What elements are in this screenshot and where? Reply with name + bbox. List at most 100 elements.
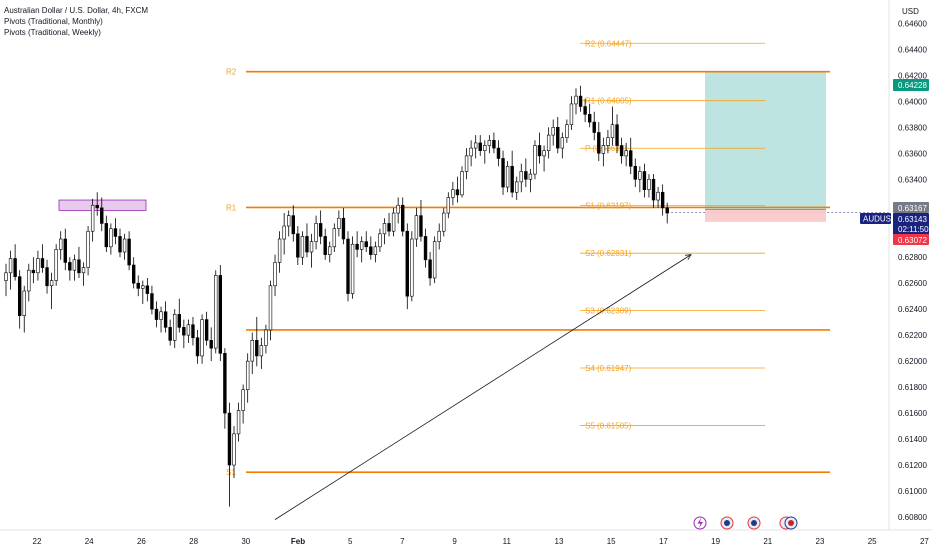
candle: [173, 309, 177, 349]
candle: [300, 231, 305, 265]
candle: [665, 202, 669, 224]
candle: [492, 132, 496, 154]
candle: [542, 145, 546, 172]
stop-loss-zone[interactable]: [705, 209, 826, 222]
entry-price-badge: 0.63167: [893, 202, 929, 213]
countdown-text: 02:11:50: [898, 225, 929, 234]
candle: [191, 316, 195, 346]
candle: [610, 106, 615, 146]
indicator-monthly-pivots[interactable]: Pivots (Traditional, Monthly): [4, 17, 103, 26]
candle: [131, 257, 136, 289]
candle-body: [373, 246, 378, 255]
candle: [31, 257, 36, 284]
candle-body: [442, 212, 446, 232]
candle-body: [314, 223, 318, 242]
candle-body: [154, 308, 159, 320]
candle-body: [204, 319, 209, 341]
candle-body: [177, 314, 181, 328]
candle: [369, 236, 373, 260]
take-profit-zone[interactable]: [705, 71, 826, 210]
us-flag-icon-2: [751, 520, 757, 526]
candle: [446, 192, 451, 219]
candle-body: [54, 249, 58, 281]
candle: [287, 210, 291, 237]
candle: [391, 207, 396, 237]
weekly-pivot-label: R1 (0.64005): [585, 97, 632, 106]
candle-body: [273, 262, 277, 287]
trend-arrow-line[interactable]: [274, 254, 692, 520]
candle: [200, 314, 204, 364]
monthly-pivot-lines: R2 R1 S1: [226, 68, 830, 477]
candle-body: [473, 142, 478, 149]
candle: [163, 301, 168, 333]
price-tick-label: 0.63800: [898, 123, 927, 132]
candle-body: [232, 433, 236, 466]
candle-body: [8, 258, 13, 274]
candle: [587, 103, 592, 128]
candle-body: [236, 410, 241, 435]
weekly-pivot-label: R3 (0.64813): [585, 0, 632, 1]
candle-body: [492, 139, 496, 149]
event-icons: [693, 516, 798, 530]
candle: [318, 210, 323, 245]
time-tick-label: 15: [607, 537, 616, 546]
candle: [195, 329, 200, 364]
candle: [592, 111, 596, 141]
candle-body: [296, 233, 300, 258]
chart-legend: Australian Dollar / U.S. Dollar, 4h, FXC…: [4, 5, 148, 38]
candle: [478, 135, 482, 156]
candle: [8, 250, 13, 290]
candle: [551, 119, 555, 146]
candle: [341, 207, 346, 245]
candle-body: [305, 236, 309, 253]
candle-body: [95, 204, 99, 209]
candle-body: [391, 212, 396, 232]
candle-body: [168, 327, 172, 341]
chart-title[interactable]: Australian Dollar / U.S. Dollar, 4h, FXC…: [4, 6, 149, 15]
candle: [273, 254, 277, 297]
candle: [63, 228, 67, 271]
indicator-weekly-pivots[interactable]: Pivots (Traditional, Weekly): [4, 28, 101, 37]
candle: [77, 246, 81, 278]
candle: [606, 129, 610, 154]
candle-body: [36, 258, 40, 274]
candle-body: [72, 259, 77, 271]
candle-body: [86, 230, 90, 268]
candle: [95, 192, 99, 216]
candle: [90, 198, 95, 242]
candle-body: [487, 139, 492, 146]
currency-label[interactable]: USD: [902, 7, 919, 16]
candle: [414, 207, 419, 247]
candle: [533, 140, 537, 180]
trend-arrow-head: [684, 254, 692, 260]
candle: [223, 348, 227, 429]
candle: [118, 228, 122, 258]
candle-body: [496, 147, 501, 159]
candle: [378, 228, 382, 253]
candle-body: [104, 223, 109, 248]
candle-body: [287, 215, 291, 227]
monthly-pivot-label: R2: [226, 68, 237, 77]
candle-body: [245, 360, 250, 391]
candle: [496, 140, 501, 167]
candle: [209, 327, 213, 362]
candle: [136, 275, 140, 297]
candle-body: [651, 178, 656, 201]
sl-price-badge: 0.63072: [893, 234, 929, 245]
price-tick-label: 0.61400: [898, 435, 927, 444]
candle-body: [478, 142, 482, 151]
candle: [423, 228, 428, 268]
candle: [569, 96, 574, 130]
candle-body: [505, 165, 510, 188]
time-tick-label: 17: [659, 537, 668, 546]
candle: [633, 158, 637, 188]
last-price-badge: 0.63143 02:11:50: [893, 213, 929, 235]
candle: [323, 228, 327, 260]
candle-body: [277, 238, 282, 263]
candle: [241, 384, 245, 424]
candle: [597, 122, 601, 162]
candle-body: [145, 285, 150, 294]
candle-body: [337, 217, 341, 229]
candle: [259, 337, 264, 369]
